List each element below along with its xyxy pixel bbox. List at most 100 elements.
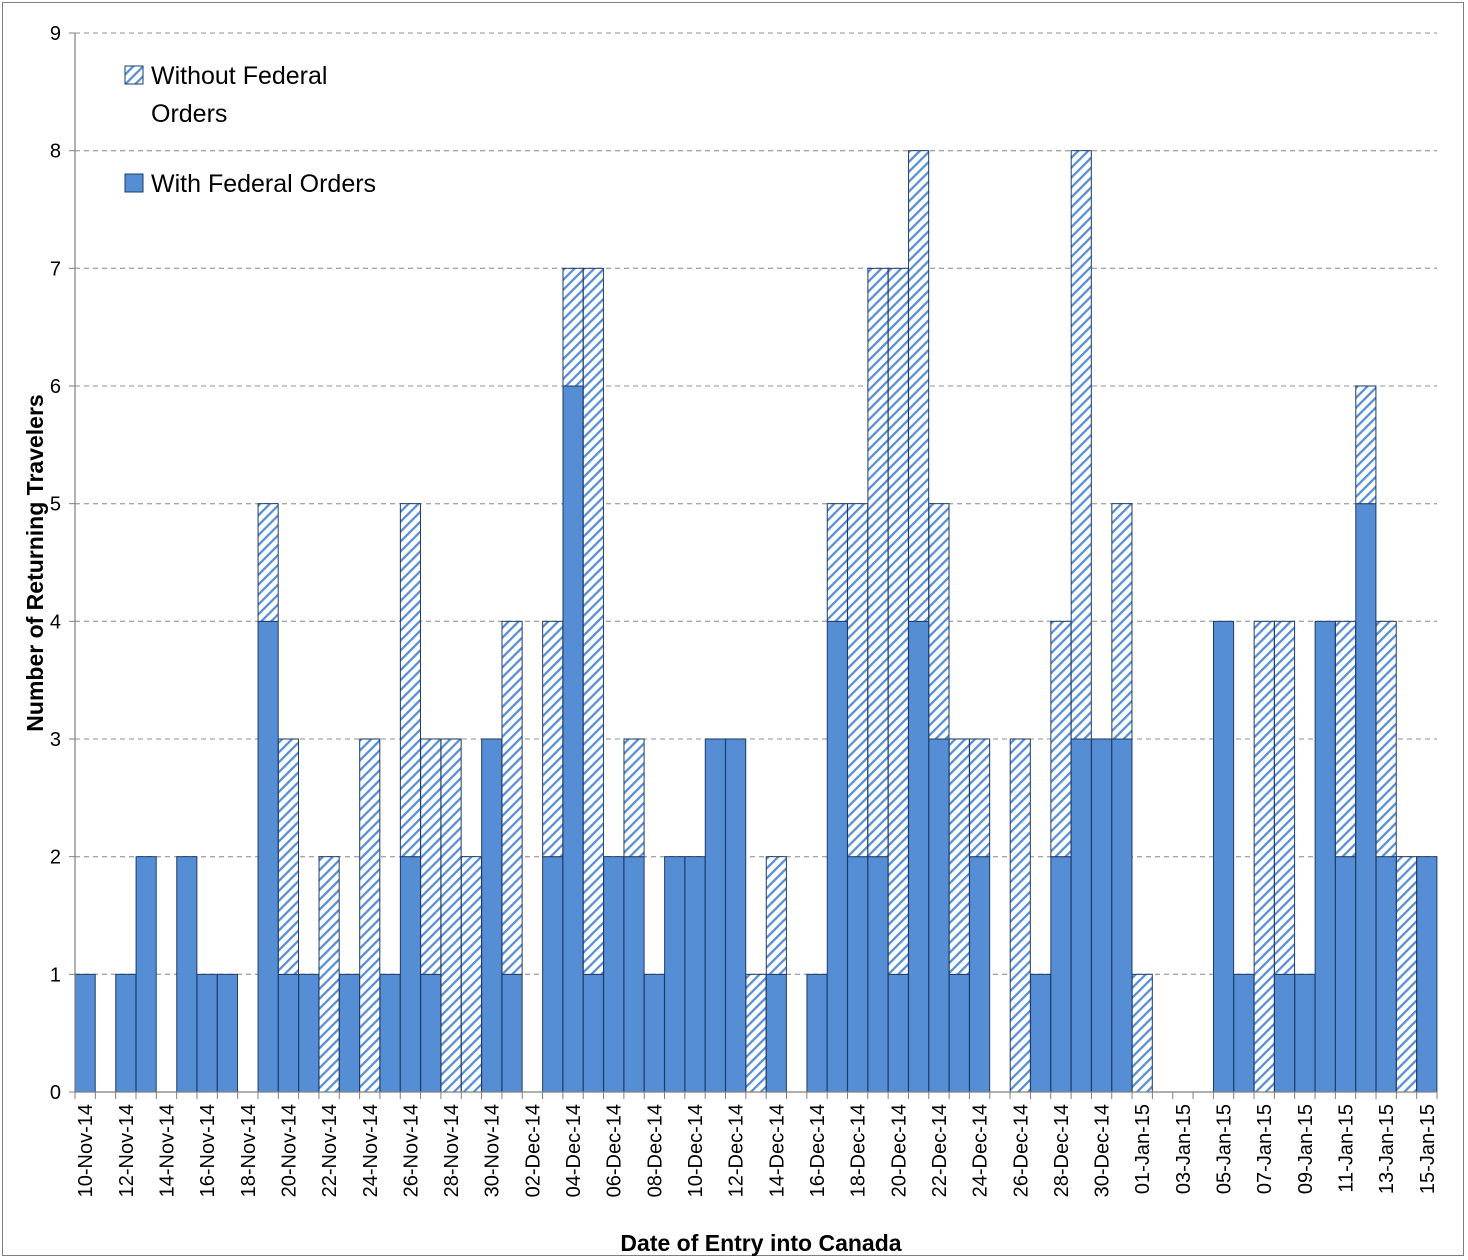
- x-tick-label: 07-Jan-15: [1254, 1104, 1276, 1194]
- bar-with-federal-orders: [298, 973, 320, 1093]
- bar-without-federal-orders: [399, 503, 421, 858]
- x-tick-label: 18-Nov-14: [238, 1104, 260, 1197]
- x-tick-label: 14-Dec-14: [766, 1104, 788, 1197]
- bar-without-federal-orders: [623, 738, 645, 858]
- legend-swatch-without: [124, 65, 144, 85]
- bar-with-federal-orders: [379, 973, 401, 1093]
- bar-with-federal-orders: [399, 856, 421, 1093]
- x-tick-label: 14-Nov-14: [156, 1104, 178, 1197]
- x-tick-label: 26-Dec-14: [1010, 1104, 1032, 1197]
- bar-without-federal-orders: [1111, 503, 1133, 740]
- bar-with-federal-orders: [948, 973, 970, 1093]
- bar-with-federal-orders: [847, 856, 869, 1093]
- y-tick-label: 5: [50, 494, 61, 516]
- bar-with-federal-orders: [826, 620, 848, 1093]
- bar-with-federal-orders: [562, 385, 584, 1093]
- bar-with-federal-orders: [1355, 503, 1377, 1093]
- x-tick-label: 26-Nov-14: [400, 1104, 422, 1197]
- y-tick-label: 6: [50, 376, 61, 398]
- x-tick-label: 22-Nov-14: [319, 1104, 341, 1197]
- y-tick-labels: 0 1 2 3 4 5 6 7 8 9: [50, 23, 61, 1104]
- y-tick-label: 0: [50, 1082, 61, 1104]
- bar-without-federal-orders: [1070, 150, 1092, 740]
- bar-without-federal-orders: [501, 620, 523, 975]
- bar-without-federal-orders: [928, 503, 950, 740]
- bar-with-federal-orders: [1334, 856, 1357, 1093]
- x-tick-label: 11-Jan-15: [1336, 1104, 1358, 1193]
- bar-with-federal-orders: [806, 973, 828, 1093]
- bar-without-federal-orders: [948, 738, 970, 975]
- bar-without-federal-orders: [318, 856, 340, 1093]
- bar-with-federal-orders: [664, 856, 686, 1093]
- x-tick-label: 05-Jan-15: [1214, 1104, 1236, 1194]
- bar-with-federal-orders: [257, 620, 279, 1093]
- bar-with-federal-orders: [684, 856, 706, 1093]
- bar-with-federal-orders: [542, 856, 564, 1093]
- bar-with-federal-orders: [643, 973, 665, 1093]
- bar-with-federal-orders: [74, 973, 96, 1093]
- y-tick-label: 2: [50, 847, 61, 869]
- bar-with-federal-orders: [704, 738, 726, 1093]
- y-tick-label: 1: [50, 964, 61, 986]
- bar-without-federal-orders: [1253, 620, 1275, 1093]
- y-tick-label: 7: [50, 258, 61, 280]
- legend-label-without-line2: Orders: [151, 100, 227, 128]
- x-tick-label: 03-Jan-15: [1173, 1104, 1195, 1194]
- bar-with-federal-orders: [115, 973, 137, 1093]
- bar-with-federal-orders: [277, 973, 300, 1093]
- bar-with-federal-orders: [1050, 856, 1072, 1093]
- bar-without-federal-orders: [1131, 973, 1153, 1093]
- bar-without-federal-orders: [277, 738, 300, 975]
- bar-with-federal-orders: [603, 856, 625, 1093]
- x-tick-label: 30-Dec-14: [1092, 1104, 1114, 1197]
- legend-label-with: With Federal Orders: [151, 170, 376, 198]
- x-tick-label: 22-Dec-14: [929, 1104, 951, 1197]
- bar-without-federal-orders: [847, 503, 869, 858]
- bar-with-federal-orders: [908, 620, 930, 1093]
- bar-with-federal-orders: [1070, 738, 1092, 1093]
- x-tick-label: 10-Nov-14: [75, 1104, 97, 1197]
- bar-with-federal-orders: [501, 973, 523, 1093]
- x-tick-label: 16-Nov-14: [197, 1104, 219, 1197]
- y-tick-label: 4: [50, 611, 61, 633]
- bar-without-federal-orders: [887, 267, 909, 975]
- x-tick-label: 24-Dec-14: [970, 1104, 992, 1197]
- x-tick-label: 28-Dec-14: [1051, 1104, 1073, 1197]
- bar-without-federal-orders: [257, 503, 279, 622]
- bar-with-federal-orders: [623, 856, 645, 1093]
- x-tick-label: 04-Dec-14: [563, 1104, 585, 1197]
- x-tick-label: 30-Nov-14: [482, 1104, 504, 1197]
- bar-without-federal-orders: [908, 150, 930, 622]
- bar-with-federal-orders: [1273, 973, 1296, 1093]
- bar-with-federal-orders: [1091, 738, 1113, 1093]
- legend-swatch-with: [124, 173, 144, 193]
- bar-with-federal-orders: [135, 856, 157, 1093]
- axes: [69, 32, 1438, 1099]
- bar-with-federal-orders: [1416, 856, 1438, 1093]
- bar-with-federal-orders: [1294, 973, 1316, 1093]
- y-axis-title: Number of Returning Travelers: [22, 394, 48, 731]
- legend-label-without-line1: Without Federal: [151, 62, 327, 90]
- bars: [74, 150, 1438, 1093]
- x-tick-label: 12-Nov-14: [116, 1104, 138, 1197]
- x-tick-label: 16-Dec-14: [807, 1104, 829, 1197]
- x-tick-label: 06-Dec-14: [604, 1104, 626, 1197]
- bar-with-federal-orders: [176, 856, 198, 1093]
- bar-with-federal-orders: [867, 856, 889, 1093]
- bar-with-federal-orders: [887, 973, 909, 1093]
- bar-with-federal-orders: [1111, 738, 1133, 1093]
- bar-without-federal-orders: [745, 973, 767, 1093]
- bar-without-federal-orders: [1355, 385, 1377, 505]
- bar-with-federal-orders: [1233, 973, 1255, 1093]
- y-tick-label: 3: [50, 729, 61, 751]
- x-tick-label: 18-Dec-14: [848, 1104, 870, 1197]
- bar-without-federal-orders: [1375, 620, 1397, 858]
- bar-with-federal-orders: [216, 973, 239, 1093]
- x-tick-label: 20-Nov-14: [278, 1104, 300, 1197]
- bar-with-federal-orders: [928, 738, 950, 1093]
- bar-without-federal-orders: [359, 738, 381, 1093]
- x-tick-label: 09-Jan-15: [1295, 1104, 1317, 1194]
- bar-without-federal-orders: [765, 856, 787, 975]
